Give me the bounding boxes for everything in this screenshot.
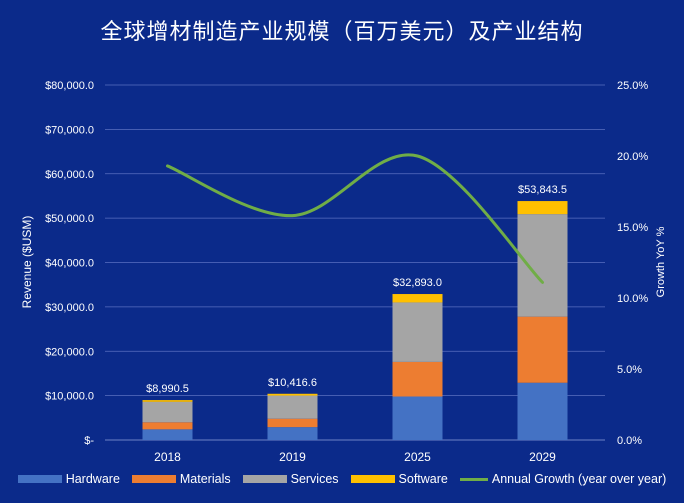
y2-axis-label: Growth YoY % — [655, 226, 667, 297]
y2-tick-label: 15.0% — [617, 222, 648, 234]
bar-services — [142, 401, 193, 423]
bar-hardware — [517, 382, 568, 440]
legend-label: Hardware — [65, 472, 120, 486]
bar-hardware — [267, 427, 318, 440]
y2-tick-label: 20.0% — [617, 151, 648, 163]
x-tick-label: 2019 — [279, 450, 306, 464]
y-tick-label: $10,000.0 — [45, 391, 94, 403]
y-tick-label: $30,000.0 — [45, 302, 94, 314]
bar-hardware — [142, 429, 193, 440]
bar-services — [392, 302, 443, 362]
growth-line — [166, 153, 544, 284]
bar-services — [517, 214, 568, 317]
legend-item: Annual Growth (year over year) — [459, 472, 667, 486]
bar-software — [267, 393, 318, 396]
legend-swatch — [459, 477, 488, 481]
legend-swatch — [17, 475, 62, 483]
legend-item: Materials — [131, 472, 231, 486]
y-tick-label: $50,000.0 — [45, 213, 94, 225]
y-tick-label: $70,000.0 — [45, 124, 94, 136]
y-tick-label: $20,000.0 — [45, 346, 94, 358]
legend-item: Hardware — [17, 472, 120, 486]
legend-swatch — [350, 475, 395, 483]
y2-tick-label: 5.0% — [617, 364, 642, 376]
y2-tick-label: 0.0% — [617, 435, 642, 447]
legend-swatch — [242, 475, 287, 483]
chart-title: 全球增材制造产业规模（百万美元）及产业结构 — [100, 20, 584, 45]
total-label: $10,416.6 — [268, 377, 317, 389]
legend-label: Materials — [179, 472, 231, 486]
legend-label: Software — [398, 472, 448, 486]
bar-software — [517, 201, 568, 215]
x-tick-label: 2018 — [154, 450, 181, 464]
bar-services — [267, 395, 318, 419]
y-tick-label: $80,000.0 — [45, 80, 94, 92]
legend: Hardware Materials Services Software Annual … — [0, 472, 684, 486]
legend-label: Services — [290, 472, 339, 486]
bar-materials — [142, 422, 193, 430]
y-tick-label: $60,000.0 — [45, 169, 94, 181]
legend-item: Services — [242, 472, 339, 486]
bar-materials — [392, 361, 443, 397]
x-tick-label: 2025 — [404, 450, 431, 464]
y2-tick-label: 25.0% — [617, 80, 648, 92]
y-tick-label: $40,000.0 — [45, 258, 94, 270]
total-label: $32,893.0 — [393, 277, 442, 289]
x-tick-label: 2029 — [529, 450, 556, 464]
y-axis-label: Revenue ($USM) — [20, 216, 34, 309]
bar-software — [142, 400, 193, 402]
bar-software — [392, 294, 443, 303]
legend-swatch — [131, 475, 176, 483]
legend-item: Software — [350, 472, 448, 486]
bar-hardware — [392, 396, 443, 440]
y2-tick-label: 10.0% — [617, 293, 648, 305]
legend-label: Annual Growth (year over year) — [491, 472, 667, 486]
y-tick-label: $- — [84, 435, 94, 447]
total-label: $8,990.5 — [146, 383, 189, 395]
bar-materials — [517, 316, 568, 383]
total-label: $53,843.5 — [518, 184, 567, 196]
bar-materials — [267, 418, 318, 428]
